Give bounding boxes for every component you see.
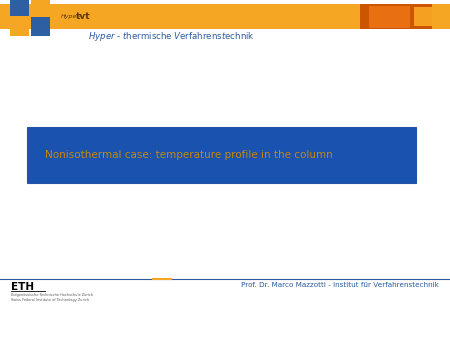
Bar xyxy=(432,4,450,29)
Text: Hyper-: Hyper- xyxy=(61,14,81,19)
Text: ETH: ETH xyxy=(11,282,34,292)
Bar xyxy=(369,6,410,27)
Bar xyxy=(10,17,29,36)
Bar xyxy=(360,4,450,29)
Bar xyxy=(0,4,450,29)
Text: tvt: tvt xyxy=(76,11,90,21)
Bar xyxy=(414,7,432,26)
Bar xyxy=(31,0,50,16)
Bar xyxy=(10,0,29,16)
Text: Eidgenössische Technische Hochschule Zürich
Swiss Federal Institute of Technolog: Eidgenössische Technische Hochschule Zür… xyxy=(11,293,94,301)
Text: Nonisothermal case: temperature profile in the column: Nonisothermal case: temperature profile … xyxy=(45,150,333,160)
Text: Prof. Dr. Marco Mazzotti - Institut für Verfahrenstechnik: Prof. Dr. Marco Mazzotti - Institut für … xyxy=(241,282,439,288)
Bar xyxy=(27,127,416,183)
Text: $\it{Hyper}$ - $\it{t}$hermische $\it{V}$erfahrens$\it{t}$echnik: $\it{Hyper}$ - $\it{t}$hermische $\it{V}… xyxy=(88,30,254,43)
Bar xyxy=(31,17,50,36)
